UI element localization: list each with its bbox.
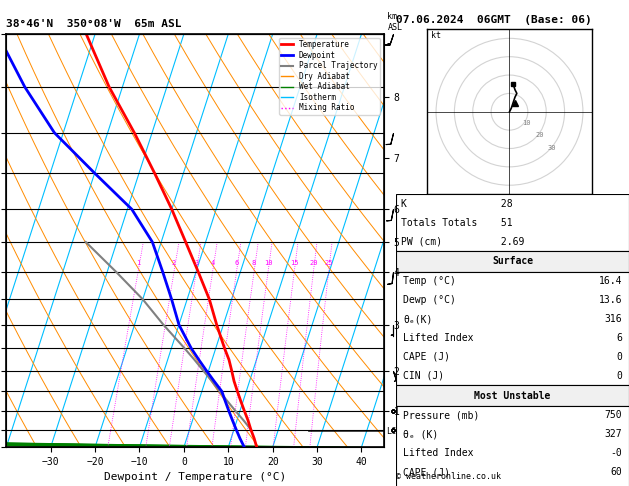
Text: Totals Totals    51: Totals Totals 51 <box>401 218 513 228</box>
Text: 20: 20 <box>309 260 318 266</box>
Text: 10: 10 <box>264 260 272 266</box>
Text: 6: 6 <box>616 333 622 343</box>
Text: 6: 6 <box>235 260 238 266</box>
Legend: Temperature, Dewpoint, Parcel Trajectory, Dry Adiabat, Wet Adiabat, Isotherm, Mi: Temperature, Dewpoint, Parcel Trajectory… <box>279 38 380 115</box>
Text: kt: kt <box>430 31 440 40</box>
Text: Surface: Surface <box>492 257 533 266</box>
Text: 2: 2 <box>172 260 176 266</box>
Text: 30: 30 <box>548 145 557 151</box>
Text: θₑ (K): θₑ (K) <box>403 429 438 439</box>
FancyBboxPatch shape <box>396 194 629 251</box>
Text: 10: 10 <box>522 120 531 126</box>
Text: 15: 15 <box>290 260 299 266</box>
Text: 1: 1 <box>136 260 140 266</box>
Text: 25: 25 <box>325 260 333 266</box>
Text: 4: 4 <box>211 260 214 266</box>
FancyBboxPatch shape <box>396 251 629 272</box>
Text: Dewp (°C): Dewp (°C) <box>403 295 456 305</box>
Text: Mixing Ratio (g/kg): Mixing Ratio (g/kg) <box>414 193 423 288</box>
FancyBboxPatch shape <box>396 406 629 486</box>
Text: 38°46'N  350°08'W  65m ASL: 38°46'N 350°08'W 65m ASL <box>6 19 182 30</box>
Text: θₑ(K): θₑ(K) <box>403 314 433 324</box>
Text: 750: 750 <box>604 410 622 420</box>
Text: Lifted Index: Lifted Index <box>403 333 474 343</box>
Text: PW (cm)          2.69: PW (cm) 2.69 <box>401 237 525 247</box>
Text: -0: -0 <box>610 448 622 458</box>
Text: 07.06.2024  06GMT  (Base: 06): 07.06.2024 06GMT (Base: 06) <box>396 15 592 25</box>
Text: Temp (°C): Temp (°C) <box>403 276 456 286</box>
Text: Pressure (mb): Pressure (mb) <box>403 410 480 420</box>
Text: 327: 327 <box>604 429 622 439</box>
Text: 13.6: 13.6 <box>599 295 622 305</box>
Text: 316: 316 <box>604 314 622 324</box>
X-axis label: Dewpoint / Temperature (°C): Dewpoint / Temperature (°C) <box>104 472 286 483</box>
Text: K                28: K 28 <box>401 199 513 209</box>
FancyBboxPatch shape <box>396 385 629 406</box>
Text: Most Unstable: Most Unstable <box>474 391 551 400</box>
Text: 60: 60 <box>610 467 622 477</box>
Text: 16.4: 16.4 <box>599 276 622 286</box>
FancyBboxPatch shape <box>396 272 629 385</box>
Text: © weatheronline.co.uk: © weatheronline.co.uk <box>396 472 501 481</box>
Text: LCL: LCL <box>386 427 401 436</box>
Text: CIN (J): CIN (J) <box>403 371 444 381</box>
Text: 8: 8 <box>252 260 256 266</box>
Text: km
ASL: km ASL <box>387 13 403 32</box>
Text: 3: 3 <box>194 260 198 266</box>
Text: CAPE (J): CAPE (J) <box>403 352 450 362</box>
Text: 20: 20 <box>535 133 543 139</box>
Text: 0: 0 <box>616 352 622 362</box>
Text: 0: 0 <box>616 371 622 381</box>
Text: Lifted Index: Lifted Index <box>403 448 474 458</box>
Text: CAPE (J): CAPE (J) <box>403 467 450 477</box>
